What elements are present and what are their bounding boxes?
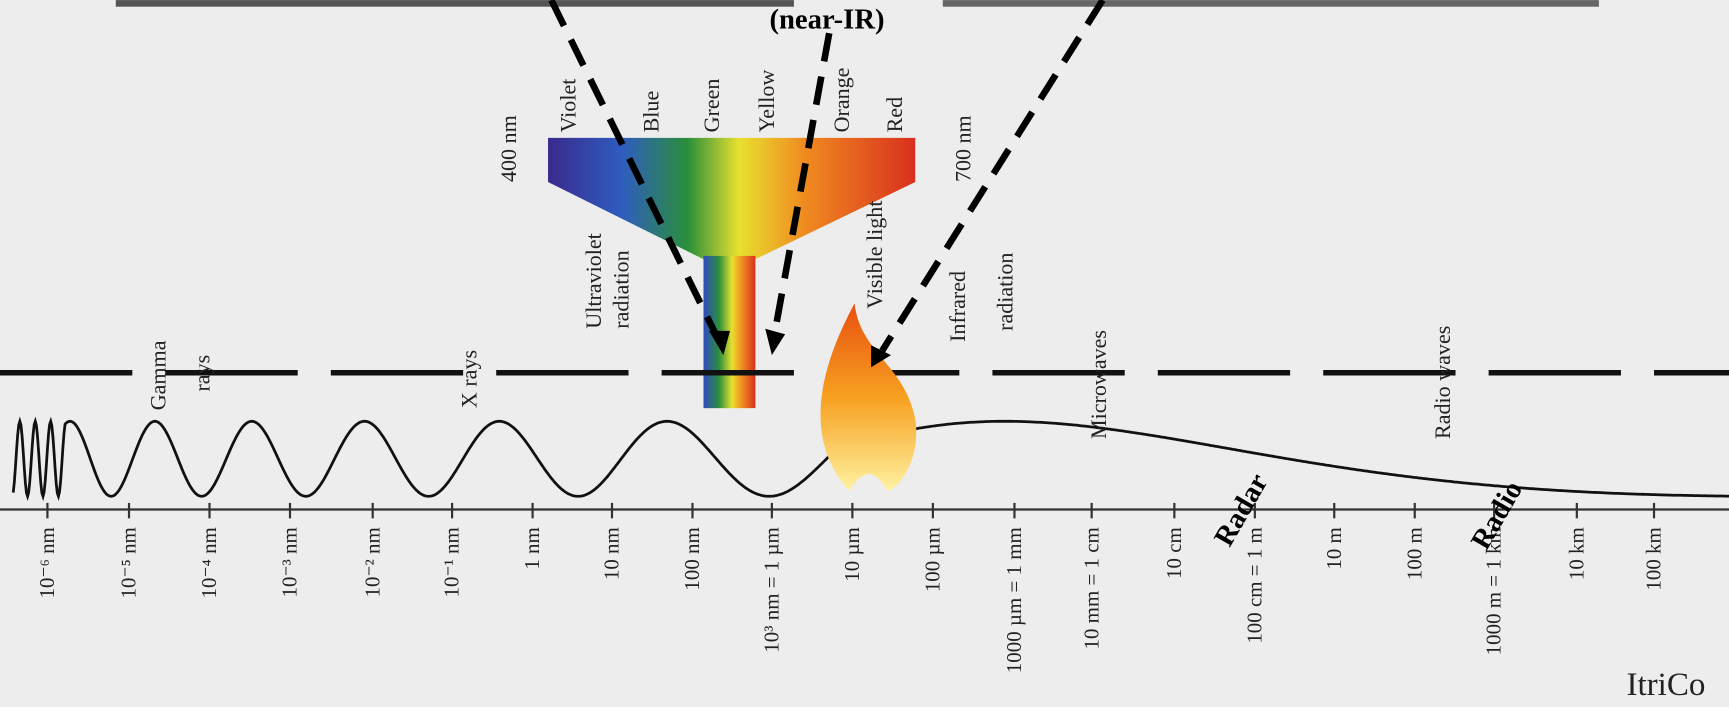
caption: (near-IR) xyxy=(769,4,884,36)
application-label: Radio xyxy=(1465,475,1529,554)
color-label: Green xyxy=(699,79,724,133)
tick-label: 10 nm xyxy=(600,527,624,580)
color-label: Violet xyxy=(556,79,581,133)
region-label: Visible light xyxy=(862,201,887,309)
region-label: Infrared xyxy=(945,271,970,342)
band-label: Gamma xyxy=(145,340,170,410)
tick-label: 10 mm = 1 cm xyxy=(1079,527,1103,649)
wavelength-label: 400 nm xyxy=(496,115,521,182)
tick-label: 100 m xyxy=(1402,527,1426,580)
band-label: Radio waves xyxy=(1430,326,1455,439)
region-label: radiation xyxy=(609,250,634,328)
tick-label: 1000 m = 1 km xyxy=(1482,527,1506,655)
tick-label: 10⁻⁵ nm xyxy=(117,527,141,598)
tick-label: 100 km xyxy=(1642,527,1666,590)
band-label: Microwaves xyxy=(1086,330,1111,439)
tick-label: 10 m xyxy=(1322,527,1346,569)
tick-label: 10⁻⁶ nm xyxy=(35,527,59,598)
tick-label: 10⁻² nm xyxy=(360,527,384,597)
region-label: radiation xyxy=(992,253,1017,331)
band-label: rays xyxy=(190,355,215,392)
tick-label: 10³ nm = 1 µm xyxy=(759,527,783,653)
wavelength-label: 700 nm xyxy=(950,115,975,182)
tick-label: 10 cm xyxy=(1162,527,1186,579)
color-label: Red xyxy=(882,97,907,133)
tick-label: 1000 µm = 1 mm xyxy=(1002,527,1026,673)
arrow-head xyxy=(871,345,891,368)
photo-strip xyxy=(115,0,794,7)
color-label: Yellow xyxy=(754,70,779,133)
watermark: ItriCo xyxy=(1626,667,1705,703)
arrow xyxy=(770,32,833,338)
arrow-head xyxy=(709,330,730,356)
tick-label: 10 µm xyxy=(840,527,864,582)
photo-strip xyxy=(942,0,1599,7)
band-label: X rays xyxy=(456,350,481,408)
color-label: Blue xyxy=(638,91,663,133)
tick-label: 100 cm = 1 m xyxy=(1242,527,1266,644)
layer xyxy=(0,0,1729,511)
arrow xyxy=(548,0,720,338)
tick-label: 100 µm xyxy=(920,527,944,592)
arrow xyxy=(879,0,1106,353)
arrow-head xyxy=(765,328,786,356)
tick-label: 10⁻¹ nm xyxy=(440,527,464,597)
tick-label: 1 nm xyxy=(520,527,544,569)
region-label: Ultraviolet xyxy=(581,233,606,329)
tick-label: 100 nm xyxy=(680,527,704,590)
flame xyxy=(820,303,917,491)
tick-label: 10 km xyxy=(1564,527,1588,580)
tick-label: 10⁻³ nm xyxy=(278,527,302,597)
tick-label: 10⁻⁴ nm xyxy=(197,527,221,598)
color-label: Orange xyxy=(829,67,854,132)
